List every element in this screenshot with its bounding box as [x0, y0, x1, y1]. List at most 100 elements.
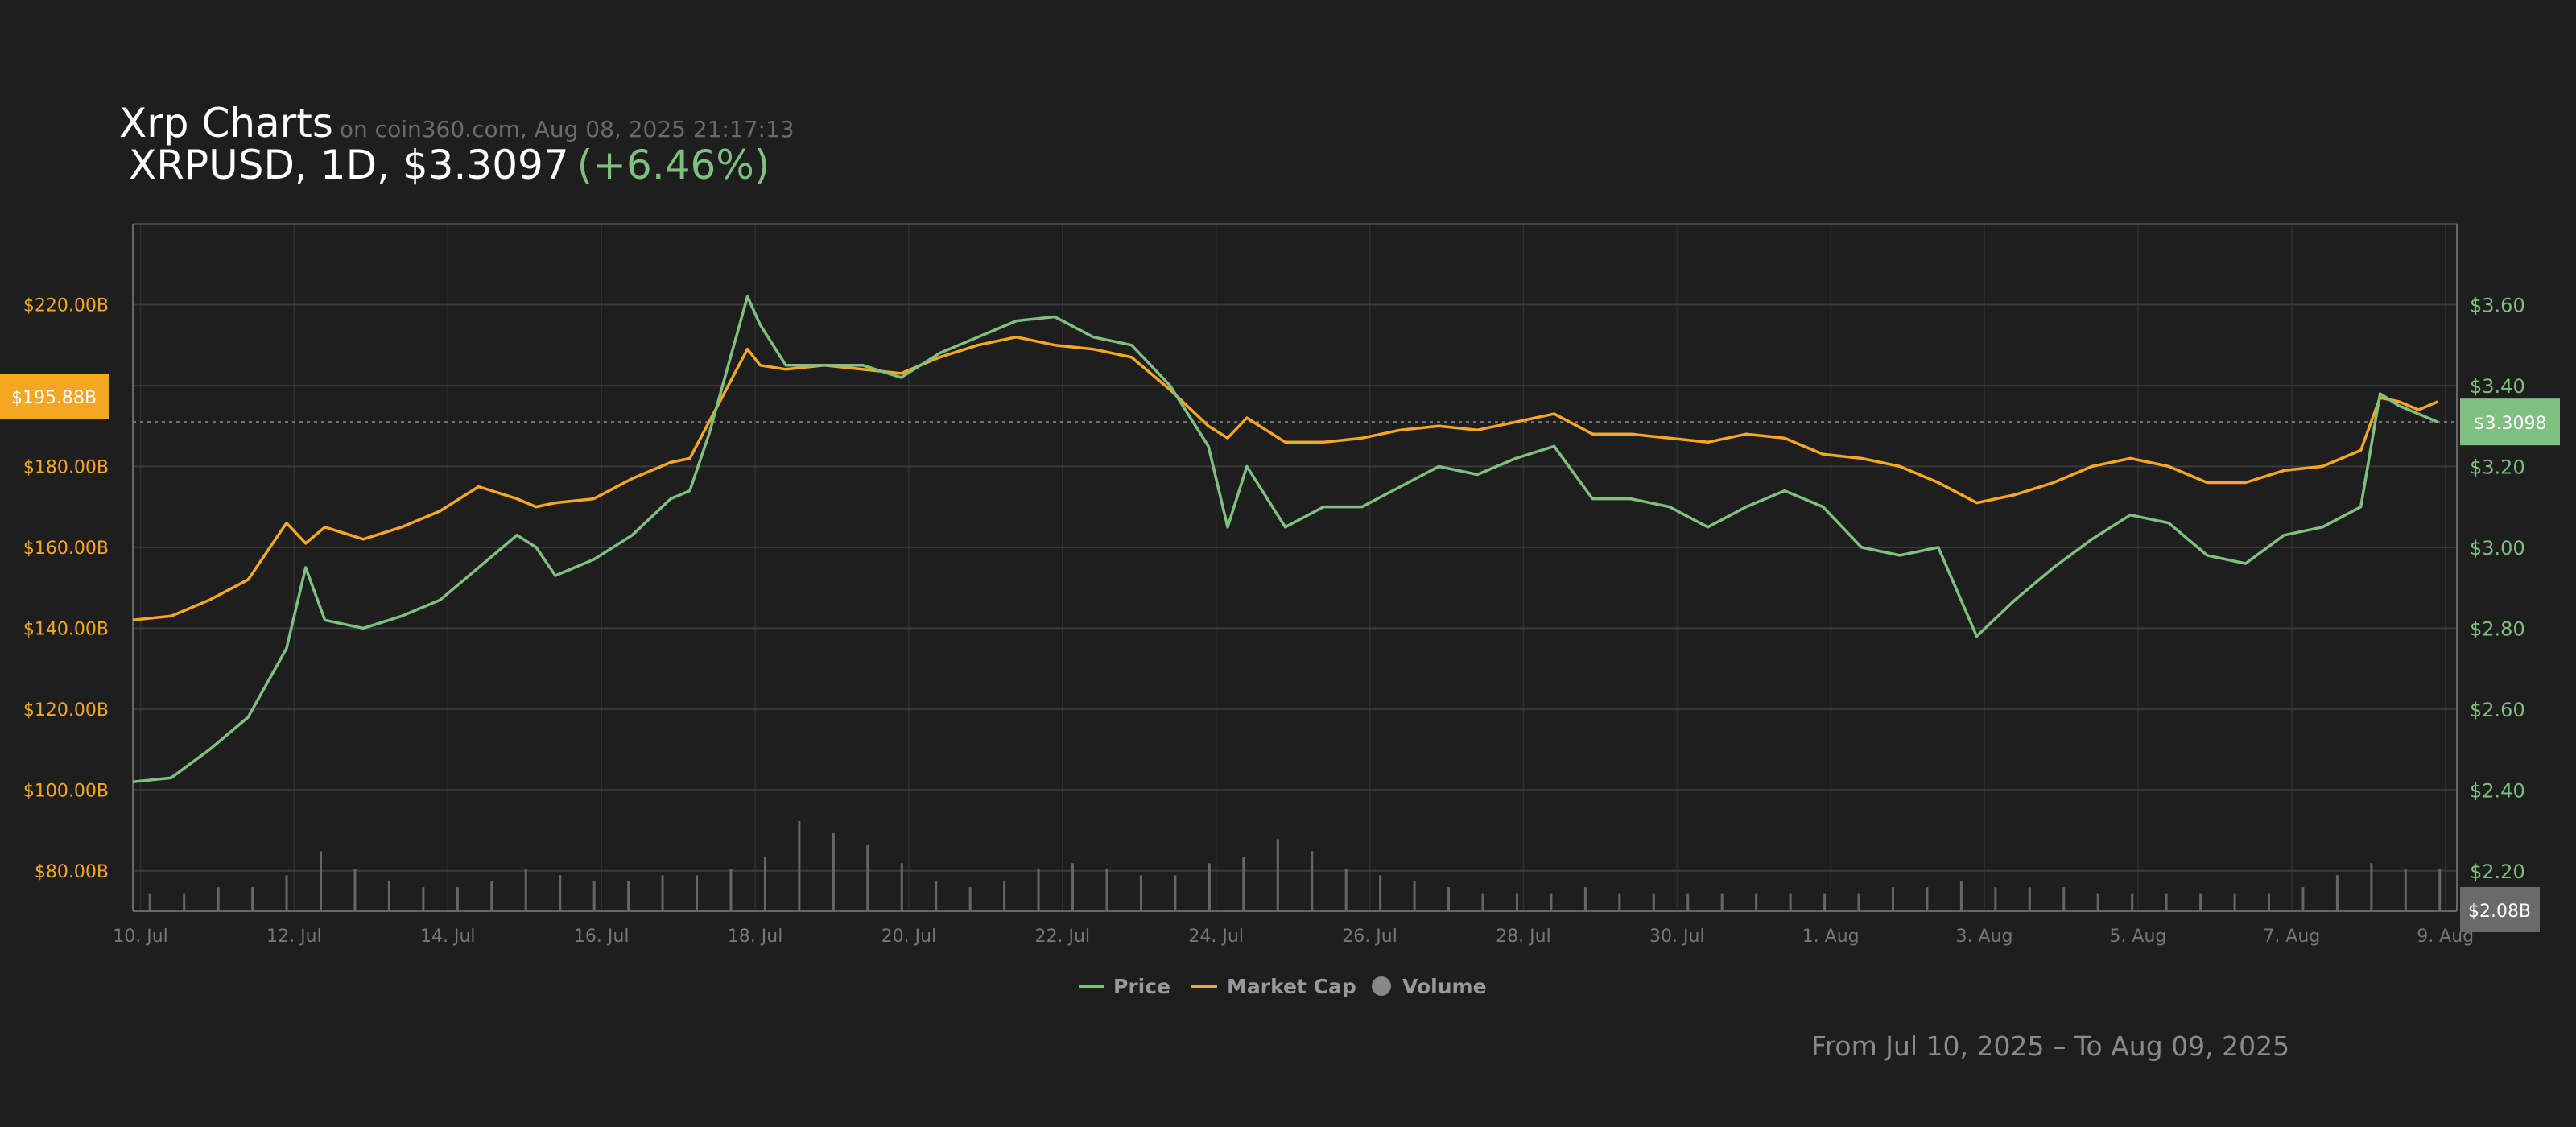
- volume-bar: [2267, 893, 2270, 911]
- y-right-tick-label: $2.60: [2470, 699, 2525, 721]
- date-range: From Jul 10, 2025 – To Aug 09, 2025: [1811, 1030, 2290, 1062]
- y-left-tick-label: $80.00B: [35, 862, 109, 882]
- volume-bar: [1105, 869, 1108, 911]
- volume-badge-label: $2.08B: [2468, 902, 2531, 922]
- volume-bar: [2199, 893, 2202, 911]
- volume-bar: [1926, 887, 1929, 911]
- legend-market-cap-label: Market Cap: [1227, 975, 1356, 998]
- y-left-tick-label: $120.00B: [23, 700, 109, 720]
- volume-bar: [1823, 893, 1827, 911]
- x-tick-label: 10. Jul: [113, 927, 168, 947]
- x-tick-label: 1. Aug: [1802, 927, 1860, 947]
- volume-bar: [320, 851, 323, 911]
- price-line: [132, 295, 2438, 783]
- volume-bar: [968, 887, 972, 911]
- volume-bar: [251, 887, 254, 911]
- volume-bar: [1652, 893, 1655, 911]
- volume-bar: [1071, 863, 1075, 911]
- y-right-tick-label: $3.00: [2470, 537, 2525, 559]
- volume-bar: [696, 875, 699, 911]
- volume-bar: [1755, 893, 1758, 911]
- volume-bar: [1686, 893, 1690, 911]
- volume-bar: [1857, 893, 1860, 911]
- x-tick-label: 16. Jul: [574, 927, 630, 947]
- volume-bar: [866, 844, 869, 911]
- volume-bar: [832, 832, 835, 911]
- volume-bar: [661, 875, 664, 911]
- volume-bar: [1037, 869, 1040, 911]
- x-tick-label: 18. Jul: [728, 927, 783, 947]
- volume-bar: [387, 881, 390, 911]
- volume-bar: [217, 887, 220, 911]
- volume-bar: [1276, 839, 1279, 911]
- y-left-tick-label: $160.00B: [23, 539, 109, 559]
- volume-bar: [2165, 893, 2168, 911]
- price-badge: [2460, 398, 2560, 446]
- x-tick-label: 5. Aug: [2109, 927, 2166, 947]
- y-left-tick-label: $140.00B: [23, 619, 109, 639]
- volume-bar: [1891, 887, 1894, 911]
- y-right-tick-label: $2.80: [2470, 617, 2525, 640]
- y-right-tick-label: $3.20: [2470, 456, 2525, 478]
- volume-bar: [592, 881, 596, 911]
- volume-bar: [490, 881, 493, 911]
- volume-bar: [1994, 887, 1997, 911]
- volume-bar: [183, 893, 186, 911]
- volume-bar: [353, 869, 357, 911]
- price-change: (+6.46%): [576, 142, 770, 188]
- volume-bar: [1550, 893, 1553, 911]
- x-tick-label: 3. Aug: [1956, 927, 2013, 947]
- volume-bar: [1583, 887, 1587, 911]
- volume-bar: [1447, 887, 1451, 911]
- market-cap-badge-label: $195.88B: [11, 388, 97, 408]
- volume-bar: [1959, 881, 1963, 911]
- volume-bar: [1515, 893, 1518, 911]
- y-right-tick-label: $2.20: [2470, 861, 2525, 883]
- volume-bar: [2370, 863, 2373, 911]
- y-left-tick-label: $100.00B: [23, 781, 109, 801]
- price-summary: XRPUSD, 1D, $3.3097 (+6.46%): [129, 143, 795, 188]
- volume-bar: [2438, 869, 2442, 911]
- x-tick-label: 30. Jul: [1649, 927, 1705, 947]
- chart-header: Xrp Charts on coin360.com, Aug 08, 2025 2…: [119, 103, 795, 188]
- volume-bar: [1344, 869, 1348, 911]
- volume-bar: [422, 887, 425, 911]
- volume-bar: [1242, 857, 1245, 911]
- title-row: Xrp Charts on coin360.com, Aug 08, 2025 2…: [119, 103, 795, 143]
- volume-bar: [1208, 863, 1211, 911]
- volume-bar: [524, 869, 527, 911]
- price-badge-label: $3.3098: [2474, 414, 2547, 434]
- x-tick-label: 12. Jul: [266, 927, 322, 947]
- market-cap-badge: [0, 374, 109, 419]
- y-right-tick-label: $3.40: [2470, 375, 2525, 398]
- volume-bar: [729, 869, 733, 911]
- volume-bar: [2131, 893, 2134, 911]
- volume-badge: [2460, 887, 2540, 932]
- source-timestamp: on coin360.com, Aug 08, 2025 21:17:13: [339, 116, 795, 142]
- volume-bar: [285, 875, 288, 911]
- y-left-tick-label: $180.00B: [23, 457, 109, 477]
- volume-bar: [1139, 875, 1142, 911]
- volume-bar: [148, 893, 151, 911]
- volume-bar: [456, 887, 459, 911]
- y-left-tick-label: $220.00B: [23, 295, 109, 316]
- volume-bar: [1379, 875, 1382, 911]
- y-right-tick-label: $3.60: [2470, 294, 2525, 316]
- volume-bar: [2301, 887, 2305, 911]
- volume-bar: [935, 881, 938, 911]
- volume-bar: [2335, 875, 2339, 911]
- volume-bar: [1311, 851, 1314, 911]
- legend-price-label: Price: [1113, 975, 1170, 998]
- volume-bar: [1618, 893, 1621, 911]
- volume-bar: [2404, 869, 2407, 911]
- volume-bar: [1413, 881, 1416, 911]
- volume-bar: [1481, 893, 1484, 911]
- volume-bar: [798, 821, 801, 911]
- volume-bar: [2028, 887, 2031, 911]
- x-tick-label: 26. Jul: [1342, 927, 1397, 947]
- x-tick-label: 22. Jul: [1035, 927, 1091, 947]
- legend-volume-label: Volume: [1402, 975, 1487, 998]
- chart-title: Xrp Charts: [119, 100, 333, 147]
- volume-bar: [1789, 893, 1792, 911]
